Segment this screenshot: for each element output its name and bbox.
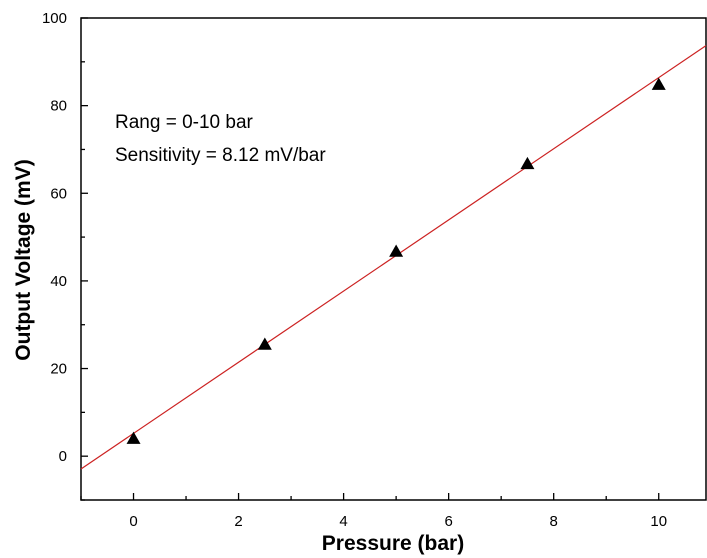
data-point: [651, 77, 666, 90]
data-points: [126, 77, 666, 444]
x-tick-label: 2: [234, 513, 242, 530]
y-tick-label: 80: [50, 98, 67, 115]
data-point: [389, 244, 404, 257]
annotation-sensitivity: Sensitivity = 8.12 mV/bar: [115, 145, 326, 166]
x-tick-label: 4: [339, 513, 347, 530]
x-tick-label: 6: [444, 513, 452, 530]
annotation-range: Rang = 0-10 bar: [115, 112, 254, 133]
y-tick-label: 100: [42, 10, 67, 27]
fit-line: [80, 45, 707, 470]
data-point: [257, 337, 272, 350]
y-tick-label: 20: [50, 361, 67, 378]
data-point: [126, 431, 141, 444]
x-axis-title: Pressure (bar): [322, 532, 464, 555]
y-tick-label: 40: [50, 273, 67, 290]
y-tick-label: 60: [50, 185, 67, 202]
x-tick-label: 8: [550, 513, 558, 530]
fit-line-layer: [80, 45, 707, 470]
plot-frame: [80, 17, 707, 501]
data-point: [520, 156, 535, 170]
y-axis-title: Output Voltage (mV): [12, 159, 35, 360]
x-tick-label: 10: [650, 513, 667, 530]
y-tick-label: 0: [59, 448, 67, 465]
plot-border: [80, 17, 707, 501]
x-tick-label: 0: [129, 513, 137, 530]
axis-ticks: [80, 17, 660, 501]
